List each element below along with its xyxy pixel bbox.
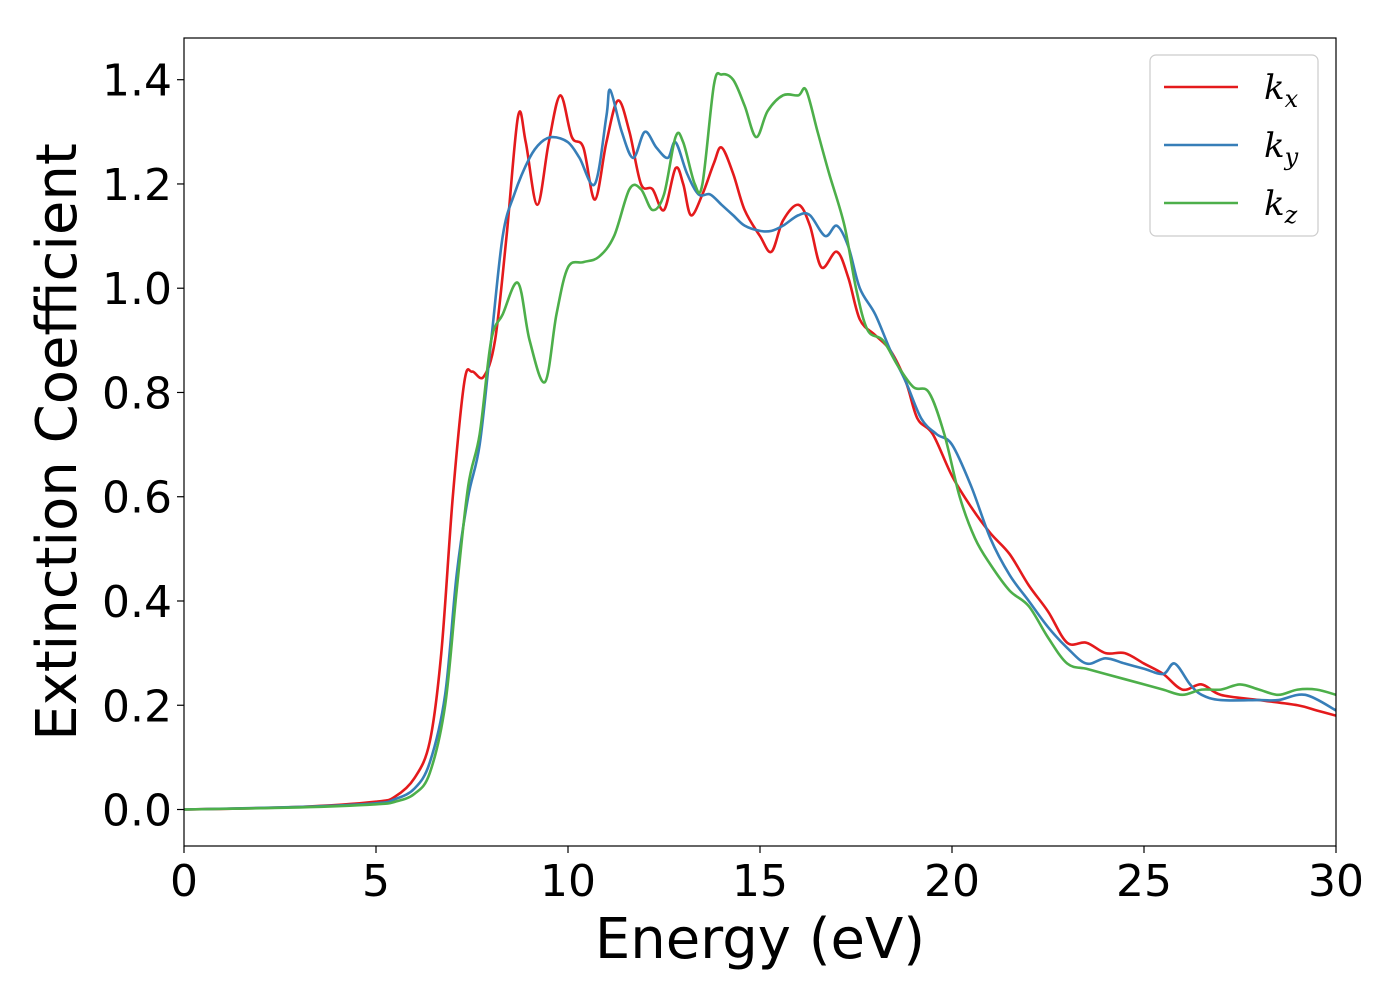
y-tick-label: 1.0: [102, 264, 172, 315]
chart-container: 0 5 10 15 20 25 30 0.0 0.2 0.4 0.6 0.8 1.0 1.2 1.4 Ene…: [0, 0, 1400, 1000]
y-tick-label: 1.4: [102, 56, 172, 107]
x-axis-title: Energy (eV): [595, 907, 925, 972]
y-tick-label: 0.2: [102, 681, 172, 732]
y-tick-label: 0.8: [102, 368, 172, 419]
y-axis-title: Extinction Coefficient: [25, 143, 90, 741]
y-tick-label: 0.0: [102, 786, 172, 837]
x-tick-label: 30: [1308, 856, 1364, 907]
extinction-coefficient-chart: 0 5 10 15 20 25 30 0.0 0.2 0.4 0.6 0.8 1.0 1.2 1.4 Ene…: [0, 0, 1400, 1000]
y-tick-label: 0.6: [102, 473, 172, 524]
y-tick-label: 1.2: [102, 160, 172, 211]
x-tick-label: 15: [732, 856, 788, 907]
x-tick-label: 0: [170, 856, 198, 907]
x-tick-label: 10: [540, 856, 596, 907]
x-tick-label: 25: [1116, 856, 1172, 907]
x-tick-label: 5: [362, 856, 390, 907]
y-tick-label: 0.4: [102, 577, 172, 628]
x-tick-label: 20: [924, 856, 980, 907]
